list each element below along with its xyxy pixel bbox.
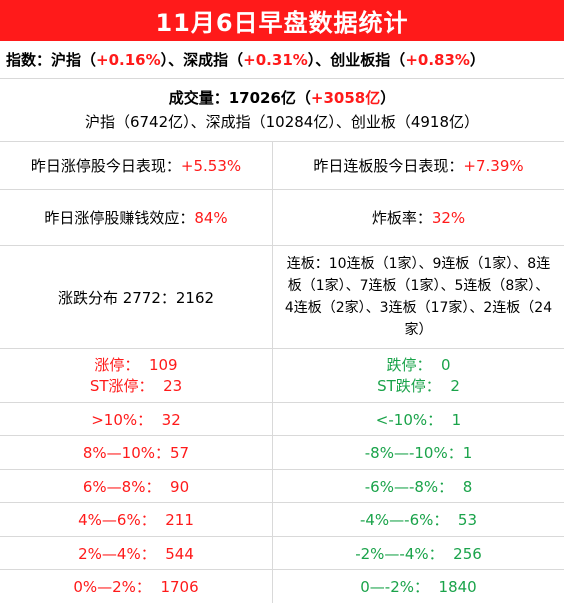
bucket-down: -2%—-4%： 256: [355, 544, 482, 563]
consecutive-performance: 昨日连板股今日表现： +7.39%: [313, 156, 524, 176]
index-label: 指数：: [6, 51, 52, 69]
performance-row: 昨日涨停股今日表现： +5.53% 昨日连板股今日表现： +7.39%: [0, 142, 564, 190]
limit-row: 涨停： 109 ST涨停： 23 跌停： 0 ST跌停： 2: [0, 349, 564, 403]
volume-row: 成交量：17026亿（+3058亿） 沪指（6742亿）、深成指（10284亿）…: [0, 79, 564, 142]
bucket-row: 6%—8%： 90 -6%—-8%： 8: [0, 470, 564, 503]
sh-index-end: ）、: [160, 51, 184, 69]
bucket-up: >10%： 32: [0, 403, 273, 435]
bucket-up: 8%—10%：57: [0, 436, 273, 469]
bucket-row: 0%—2%： 1706 0—-2%： 1840: [0, 570, 564, 603]
limit-down-cell: 跌停： 0 ST跌停： 2: [273, 349, 564, 402]
st-limit-down-count: ST跌停： 2: [377, 376, 460, 395]
bucket-down: -6%—-8%： 8: [364, 477, 473, 496]
sh-index-change: +0.16%: [96, 50, 161, 69]
sh-index-name: 沪指（: [51, 51, 97, 69]
bucket-up: 6%—8%： 90: [0, 470, 273, 502]
bucket-down: -4%—-6%： 53: [359, 511, 478, 529]
bucket-row: 4%—6%： 211 -4%—-6%： 53: [0, 503, 564, 537]
distribution-row: 涨跌分布 2772：2162 连板：10连板（1家）、9连板（1家）、8连板（1…: [0, 246, 564, 349]
consecutive-boards: 连板：10连板（1家）、9连板（1家）、8连板（1家）、7连板（1家）、5连板（…: [284, 256, 553, 338]
index-row: 指数： 沪指（ +0.16% ）、 深成指（ +0.31% ）、 创业板指（ +…: [0, 41, 564, 79]
sz-index-change: +0.31%: [243, 50, 308, 69]
up-down-distribution: 涨跌分布 2772：2162: [0, 246, 273, 348]
page-title: 11月6日早盘数据统计: [0, 0, 564, 41]
bucket-down: -8%—-10%：1: [364, 444, 473, 462]
bucket-row: >10%： 32 <-10%： 1: [0, 403, 564, 436]
sz-index-end: ）、: [307, 51, 331, 69]
bucket-up: 0%—2%： 1706: [0, 570, 273, 603]
cy-index-end: ）: [469, 51, 485, 69]
effect-row: 昨日涨停股赚钱效应： 84% 炸板率： 32%: [0, 190, 564, 246]
limit-down-count: 跌停： 0: [386, 355, 451, 374]
bucket-up: 4%—6%： 211: [0, 503, 273, 536]
limit-up-cell: 涨停： 109 ST涨停： 23: [0, 349, 273, 402]
broken-board-rate: 炸板率： 32%: [371, 208, 466, 228]
bucket-down: <-10%： 1: [375, 410, 462, 429]
limit-up-performance: 昨日涨停股今日表现： +5.53%: [0, 142, 273, 189]
bucket-up: 2%—4%： 544: [0, 537, 273, 569]
limit-up-count: 涨停： 109: [94, 355, 178, 374]
volume-detail: 沪指（6742亿）、深成指（10284亿）、创业板（4918亿）: [84, 113, 480, 131]
cy-index-name: 创业板指（: [330, 51, 406, 69]
cy-index-change: +0.83%: [405, 50, 470, 69]
sz-index-name: 深成指（: [183, 51, 244, 69]
volume-change: +3058亿: [310, 89, 381, 107]
volume-total: 成交量：17026亿（+3058亿）: [168, 89, 396, 107]
bucket-down: 0—-2%： 1840: [360, 578, 477, 596]
bucket-row: 2%—4%： 544 -2%—-4%： 256: [0, 537, 564, 570]
profit-effect: 昨日涨停股赚钱效应： 84%: [0, 190, 273, 245]
st-limit-up-count: ST涨停： 23: [89, 376, 183, 395]
bucket-row: 8%—10%：57 -8%—-10%：1: [0, 436, 564, 470]
